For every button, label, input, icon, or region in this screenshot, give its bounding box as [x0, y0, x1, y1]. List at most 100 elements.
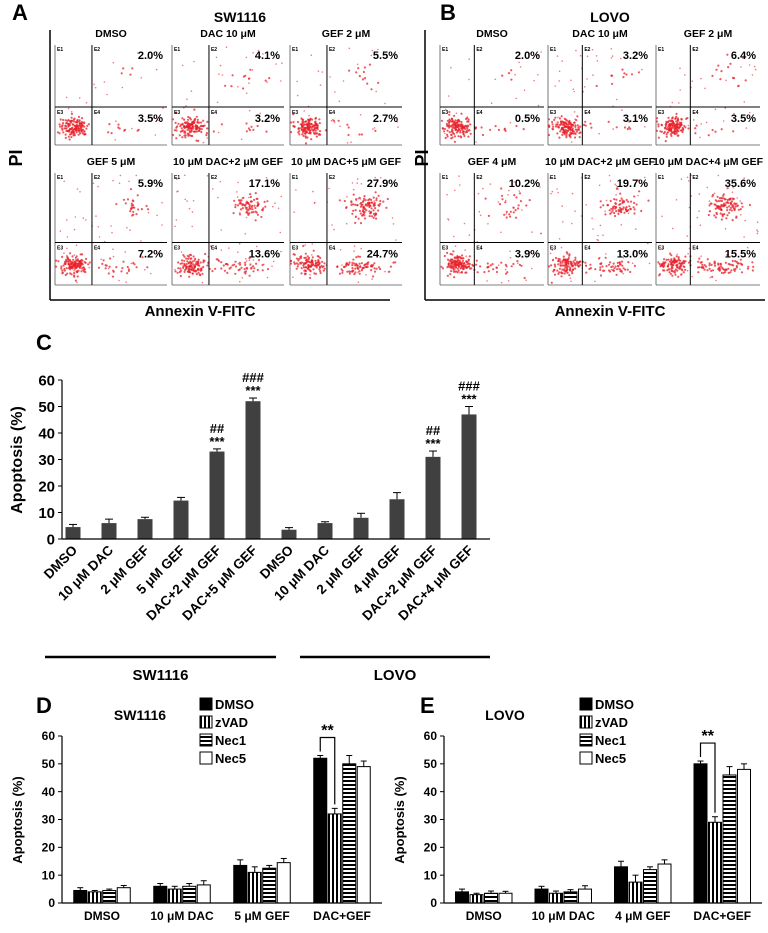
- dot: [515, 97, 517, 100]
- dot: [589, 263, 592, 266]
- dot: [107, 272, 110, 275]
- dot: [202, 261, 205, 264]
- dot: [66, 236, 69, 238]
- dot: [292, 113, 295, 116]
- bar: [389, 499, 405, 539]
- dot: [714, 264, 717, 267]
- dot: [657, 136, 661, 139]
- dot: [126, 198, 130, 201]
- dot: [323, 267, 326, 270]
- dot: [584, 120, 587, 123]
- dot: [88, 266, 91, 269]
- dot: [95, 215, 97, 217]
- dot: [359, 265, 362, 268]
- quadrant-label: E2: [692, 47, 698, 53]
- dot: [626, 268, 629, 271]
- dot: [76, 121, 79, 124]
- dot: [571, 127, 574, 130]
- dot: [752, 265, 755, 268]
- dot: [315, 266, 318, 269]
- dot: [674, 126, 677, 129]
- dot: [371, 265, 374, 268]
- dot: [682, 259, 685, 262]
- dot: [69, 252, 72, 255]
- dot: [706, 269, 709, 272]
- quadrant-label: E3: [174, 110, 180, 116]
- bar: [317, 523, 333, 539]
- dot: [459, 262, 462, 266]
- dot: [179, 130, 182, 133]
- dot: [602, 204, 605, 207]
- y-tick-label: 10: [38, 505, 55, 522]
- dot: [756, 229, 758, 231]
- dot: [79, 265, 82, 268]
- dot: [186, 98, 188, 100]
- dot: [266, 81, 268, 83]
- dot: [59, 118, 62, 121]
- dot: [565, 251, 568, 254]
- dot: [565, 136, 568, 139]
- dot: [510, 69, 513, 72]
- dot: [129, 210, 132, 213]
- dot: [226, 263, 229, 266]
- dot: [63, 269, 66, 272]
- dot: [132, 261, 135, 265]
- dot: [551, 249, 554, 251]
- dot: [489, 264, 492, 267]
- dot: [295, 189, 297, 191]
- dot: [156, 214, 158, 217]
- dot: [78, 262, 81, 266]
- dot: [122, 260, 125, 263]
- dot: [363, 197, 366, 200]
- dot: [313, 125, 316, 128]
- dot: [569, 266, 572, 269]
- quadrant-label: E2: [329, 175, 335, 181]
- dot: [463, 265, 467, 268]
- dot: [567, 262, 570, 265]
- dot: [177, 190, 179, 192]
- dot: [175, 126, 178, 129]
- dot: [501, 198, 504, 201]
- dot: [637, 71, 641, 74]
- dot: [64, 258, 68, 261]
- dot: [353, 273, 356, 276]
- error-bar: [567, 889, 574, 892]
- dot: [121, 86, 124, 89]
- quadrant-percent: 3.2%: [255, 113, 280, 125]
- dot: [713, 192, 716, 195]
- dot: [669, 133, 673, 136]
- dot: [475, 259, 478, 262]
- dot: [103, 81, 106, 83]
- dot: [67, 135, 70, 138]
- dot: [242, 87, 245, 90]
- dot: [231, 74, 234, 77]
- dot: [665, 122, 668, 126]
- dot: [505, 210, 508, 213]
- dot: [248, 82, 250, 84]
- dot: [664, 261, 667, 264]
- dot: [350, 141, 352, 143]
- dot: [265, 130, 268, 133]
- dot: [192, 255, 195, 258]
- dot: [214, 267, 217, 270]
- dot: [192, 263, 195, 266]
- dot: [314, 262, 317, 265]
- panel-label: C: [36, 330, 52, 355]
- dot: [745, 127, 748, 129]
- quadrant-label: E3: [174, 245, 180, 251]
- dot: [303, 129, 306, 132]
- dot: [92, 182, 95, 185]
- dot: [635, 203, 638, 206]
- dot: [686, 269, 689, 272]
- dot: [368, 215, 371, 218]
- dot: [620, 260, 624, 263]
- dot: [318, 133, 321, 136]
- y-tick-label: 0: [48, 896, 55, 910]
- dot: [65, 96, 68, 99]
- dot: [471, 263, 474, 266]
- dot: [551, 123, 554, 126]
- dot: [557, 125, 560, 128]
- y-tick-label: 60: [424, 729, 438, 743]
- dot: [680, 125, 682, 127]
- dot: [547, 133, 551, 137]
